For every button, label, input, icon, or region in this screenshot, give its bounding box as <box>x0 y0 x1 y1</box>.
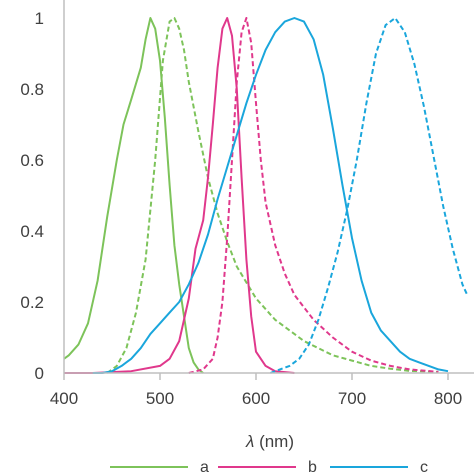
legend: a b c <box>110 459 428 474</box>
x-axis-unit: (nm) <box>254 432 294 451</box>
y-tick-label: 1 <box>35 9 44 28</box>
y-tick-label: 0.4 <box>20 222 44 241</box>
series-a-dashed-line <box>106 17 439 374</box>
x-tick-label: 600 <box>242 389 270 408</box>
y-axis-ticks: 0 0.2 0.4 0.6 0.8 1 <box>20 9 44 383</box>
series-b-solid-line <box>64 17 295 374</box>
series-b-dashed-line <box>188 17 439 374</box>
x-tick-label: 800 <box>434 389 462 408</box>
legend-b-label: b <box>308 459 317 474</box>
y-tick-label: 0 <box>35 364 44 383</box>
legend-c-label: c <box>420 459 428 474</box>
series-a-solid-line <box>63 17 204 374</box>
x-axis-ticks: 400 500 600 700 800 <box>50 373 462 408</box>
x-axis-title: λ (nm) <box>245 432 294 451</box>
plot-area <box>63 17 469 374</box>
x-tick-label: 400 <box>50 389 78 408</box>
series-c-solid-line <box>92 17 449 374</box>
y-tick-label: 0.8 <box>20 80 44 99</box>
x-tick-label: 700 <box>338 389 366 408</box>
legend-a-label: a <box>200 459 209 474</box>
x-axis-symbol: λ <box>245 432 254 451</box>
y-tick-label: 0.2 <box>20 293 44 312</box>
y-tick-label: 0.6 <box>20 151 44 170</box>
series-c-dashed-line <box>270 17 469 374</box>
x-tick-label: 500 <box>146 389 174 408</box>
